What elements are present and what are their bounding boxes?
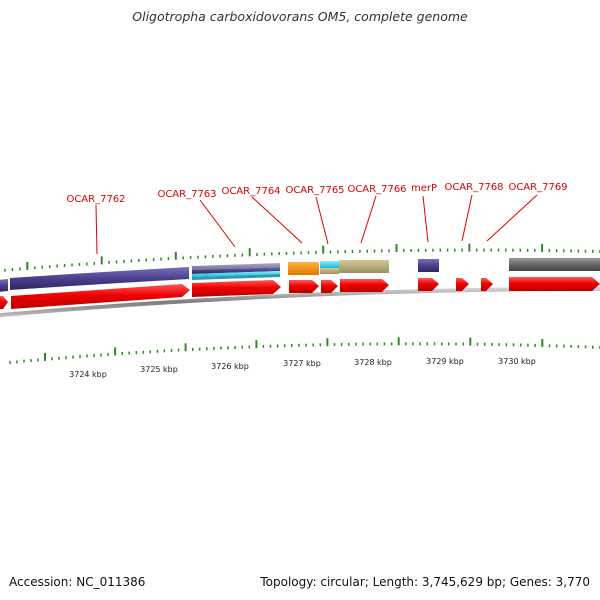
gene-label: OCAR_7762 xyxy=(66,194,125,205)
feature-bar xyxy=(509,258,600,271)
gene-label: OCAR_7769 xyxy=(508,182,567,193)
gene-label: OCAR_7763 xyxy=(157,189,216,200)
feature-bar xyxy=(339,260,389,273)
cds-arrow xyxy=(11,284,190,309)
feature-bar xyxy=(192,263,280,270)
cds-arrow xyxy=(321,280,338,293)
leader-line xyxy=(486,194,538,242)
cds-arrows xyxy=(0,277,600,309)
kbp-tick-label: 3726 kbp xyxy=(211,362,249,371)
feature-bar xyxy=(192,267,280,274)
feature-bar xyxy=(320,261,339,268)
feature-bar xyxy=(0,279,8,292)
gene-label: OCAR_7765 xyxy=(285,185,344,196)
cds-arrow xyxy=(289,280,319,293)
kbp-tick-label: 3725 kbp xyxy=(140,365,178,374)
label-leader-lines xyxy=(95,194,538,255)
leader-line xyxy=(251,196,303,244)
gene-label: OCAR_7768 xyxy=(444,182,503,193)
feature-bar xyxy=(418,259,439,272)
cds-arrow xyxy=(509,277,600,291)
feature-bar xyxy=(10,267,189,290)
gene-label: OCAR_7766 xyxy=(347,184,406,195)
feature-bar xyxy=(192,271,280,277)
leader-line xyxy=(461,194,473,242)
kbp-tick-labels: 3724 kbp 3725 kbp 3726 kbp 3727 kbp 3728… xyxy=(69,357,536,379)
upper-tick-row xyxy=(4,243,600,272)
gene-labels: OCAR_7762 OCAR_7763 OCAR_7764 OCAR_7765 … xyxy=(66,182,567,205)
cds-arrow xyxy=(481,278,493,291)
leader-line xyxy=(95,204,98,255)
feature-bar xyxy=(320,268,339,274)
leader-line xyxy=(360,195,377,244)
kbp-tick-label: 3728 kbp xyxy=(354,358,392,367)
feature-bar xyxy=(288,262,319,275)
leader-line xyxy=(422,195,429,243)
map-title: Oligotropha carboxidovorans OM5, complet… xyxy=(132,9,468,24)
accession-text: Accession: NC_011386 xyxy=(9,575,146,589)
kbp-tick-label: 3730 kbp xyxy=(498,357,536,366)
cds-arrow xyxy=(456,278,469,291)
gene-label: merP xyxy=(411,183,437,194)
feature-bar xyxy=(192,274,280,280)
leader-line xyxy=(199,199,236,248)
kbp-tick-label: 3724 kbp xyxy=(69,370,107,379)
cds-arrow xyxy=(340,279,389,292)
lower-tick-row xyxy=(9,337,600,364)
cds-arrow xyxy=(192,280,281,297)
gene-label: OCAR_7764 xyxy=(221,186,280,197)
leader-line xyxy=(315,196,329,245)
feature-bars xyxy=(0,258,600,292)
kbp-tick-label: 3727 kbp xyxy=(283,359,321,368)
genome-summary-text: Topology: circular; Length: 3,745,629 bp… xyxy=(260,575,590,589)
kbp-tick-label: 3729 kbp xyxy=(426,357,464,366)
cds-arrow xyxy=(418,278,439,291)
cds-arrow xyxy=(0,296,8,309)
